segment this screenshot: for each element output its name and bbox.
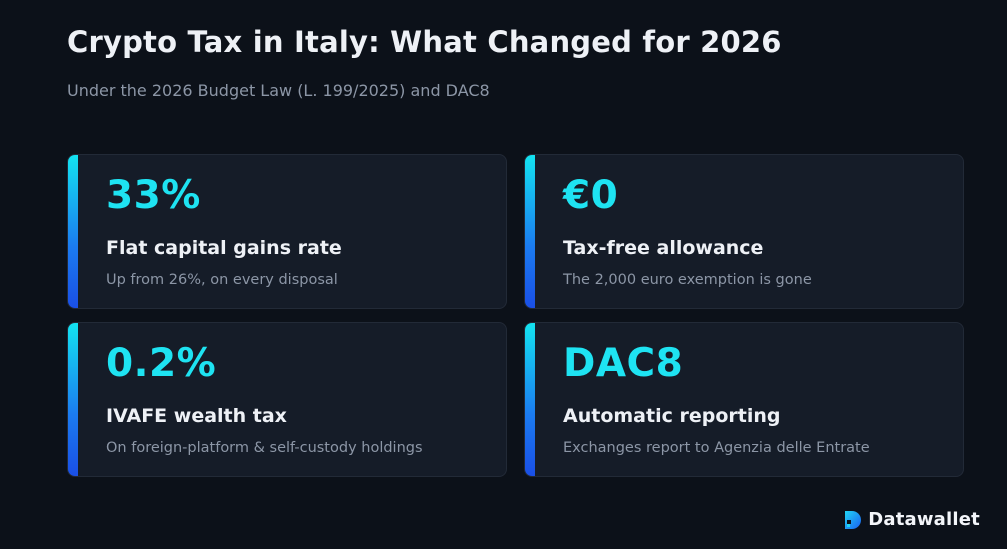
page-title: Crypto Tax in Italy: What Changed for 20… bbox=[67, 25, 782, 59]
stat-card-capital-gains-rate: 33% Flat capital gains rate Up from 26%,… bbox=[67, 154, 507, 309]
stat-value: DAC8 bbox=[563, 341, 684, 386]
stat-description: Exchanges report to Agenzia delle Entrat… bbox=[563, 440, 870, 456]
stat-description: Up from 26%, on every disposal bbox=[106, 272, 338, 288]
stat-card-tax-free-allowance: €0 Tax-free allowance The 2,000 euro exe… bbox=[524, 154, 964, 309]
stat-label: IVAFE wealth tax bbox=[106, 405, 287, 427]
stat-value: €0 bbox=[563, 173, 619, 218]
stat-description: The 2,000 euro exemption is gone bbox=[563, 272, 812, 288]
card-accent-bar bbox=[68, 323, 78, 476]
stat-label: Flat capital gains rate bbox=[106, 237, 342, 259]
card-accent-bar bbox=[525, 323, 535, 476]
page-subtitle: Under the 2026 Budget Law (L. 199/2025) … bbox=[67, 81, 490, 100]
stat-value: 0.2% bbox=[106, 341, 217, 386]
stat-label: Tax-free allowance bbox=[563, 237, 764, 259]
card-accent-bar bbox=[68, 155, 78, 308]
stat-card-automatic-reporting: DAC8 Automatic reporting Exchanges repor… bbox=[524, 322, 964, 477]
stat-card-ivafe-wealth-tax: 0.2% IVAFE wealth tax On foreign-platfor… bbox=[67, 322, 507, 477]
stat-description: On foreign-platform & self-custody holdi… bbox=[106, 440, 423, 456]
datawallet-logo-icon bbox=[845, 510, 862, 529]
brand-name: Datawallet bbox=[868, 509, 980, 530]
brand-logo: Datawallet bbox=[844, 509, 980, 530]
card-accent-bar bbox=[525, 155, 535, 308]
stat-value: 33% bbox=[106, 173, 201, 218]
stat-label: Automatic reporting bbox=[563, 405, 781, 427]
